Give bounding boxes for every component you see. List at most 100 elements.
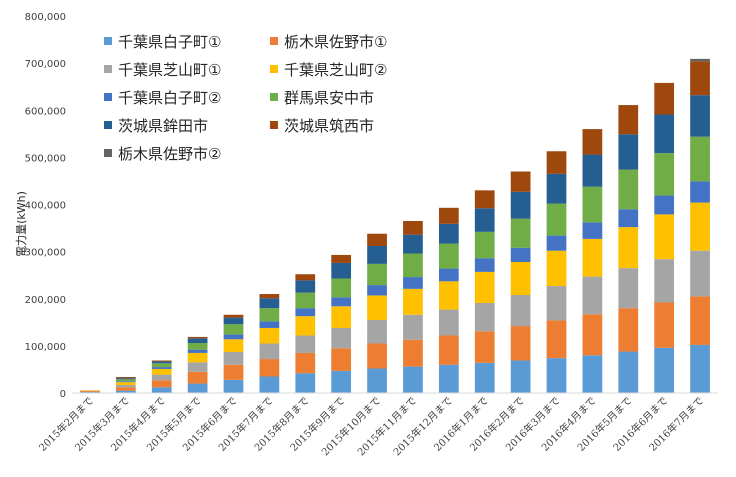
bar-segment: [295, 316, 316, 336]
y-tick-label: 100,000: [25, 342, 66, 353]
bar-segment: [259, 308, 280, 322]
bar-segment: [690, 58, 710, 62]
bar-segment: [438, 223, 459, 244]
bar-segment: [295, 280, 316, 293]
bar-segment: [223, 379, 244, 393]
bar-segment: [582, 222, 603, 239]
bars-group: [80, 58, 710, 393]
bar-segment: [690, 136, 710, 182]
bar-segment: [331, 297, 352, 307]
bar-segment: [510, 191, 531, 219]
bar-segment: [187, 336, 208, 339]
bar-segment: [80, 390, 100, 392]
bar-segment: [403, 253, 423, 278]
legend-swatch: [270, 65, 278, 73]
y-tick-label: 500,000: [25, 153, 66, 164]
bar-segment: [367, 368, 387, 393]
bar-segment: [367, 295, 387, 320]
bar-segment: [151, 387, 172, 393]
bar-segment: [187, 343, 208, 350]
legend-swatch: [270, 121, 278, 129]
bar-segment: [151, 380, 172, 388]
bar-segment: [546, 203, 567, 236]
legend-label: 千葉県芝山町②: [284, 61, 387, 79]
legend-label: 千葉県芝山町①: [118, 61, 221, 79]
bar-segment: [510, 360, 531, 393]
x-tick-label: 2015年10月まで: [319, 394, 383, 458]
bar-segment: [474, 331, 495, 363]
bar-segment: [546, 320, 567, 359]
bar-segment: [690, 61, 710, 96]
bar-segment: [367, 343, 387, 369]
bar-segment: [510, 247, 531, 262]
bar-segment: [187, 338, 208, 344]
x-tick-label: 2015年11月まで: [355, 394, 419, 458]
bar-segment: [438, 281, 459, 310]
bar-segment: [510, 326, 531, 361]
legend-swatch: [104, 37, 112, 45]
bar-segment: [295, 292, 316, 309]
bar-segment: [151, 368, 172, 375]
bar-segment: [654, 214, 675, 260]
bar-segment: [546, 151, 567, 174]
bar-segment: [259, 298, 280, 309]
bar-segment: [438, 364, 459, 393]
bar-segment: [151, 361, 172, 364]
bar-segment: [151, 374, 172, 381]
y-tick-label: 700,000: [25, 59, 66, 70]
bar-segment: [546, 173, 567, 204]
bar-segment: [654, 302, 675, 348]
bar-segment: [80, 391, 100, 393]
bar-segment: [582, 154, 603, 187]
legend-label: 茨城県鉾田市: [118, 117, 208, 135]
bar-segment: [151, 360, 172, 362]
legend-swatch: [104, 65, 112, 73]
bar-segment: [510, 171, 531, 192]
bar-segment: [582, 238, 603, 277]
bar-segment: [438, 335, 459, 365]
bar-segment: [187, 349, 208, 353]
legend-label: 千葉県白子町①: [118, 33, 221, 51]
bar-segment: [367, 233, 387, 246]
bar-segment: [367, 245, 387, 264]
bar-segment: [331, 278, 352, 298]
bar-segment: [331, 306, 352, 328]
bar-segment: [618, 209, 639, 228]
bar-segment: [115, 387, 136, 391]
bar-segment: [259, 359, 280, 377]
y-tick-label: 600,000: [25, 106, 66, 117]
bar-segment: [474, 362, 495, 393]
bar-segment: [438, 309, 459, 336]
bar-segment: [331, 254, 352, 263]
bar-segment: [474, 208, 495, 232]
legend-swatch: [104, 121, 112, 129]
bar-segment: [223, 314, 244, 318]
y-tick-label: 0: [60, 389, 66, 400]
bar-segment: [223, 334, 244, 340]
bar-segment: [510, 218, 531, 248]
bar-segment: [510, 294, 531, 327]
bar-segment: [223, 352, 244, 365]
bar-segment: [546, 358, 567, 393]
bar-segment: [618, 227, 639, 269]
bar-segment: [403, 220, 423, 235]
bar-segment: [474, 190, 495, 209]
bar-segment: [151, 363, 172, 368]
bar-segment: [690, 250, 710, 297]
bar-segment: [80, 390, 100, 391]
x-tick-label: 2015年12月まで: [390, 394, 454, 458]
bar-segment: [115, 377, 136, 379]
bar-segment: [403, 234, 423, 254]
bar-segment: [582, 129, 603, 155]
y-tick-label: 200,000: [25, 295, 66, 306]
bar-segment: [438, 268, 459, 282]
bar-segment: [295, 308, 316, 317]
bar-segment: [474, 231, 495, 259]
bar-segment: [295, 335, 316, 353]
legend-swatch: [270, 93, 278, 101]
bar-segment: [582, 186, 603, 223]
bar-segment: [331, 370, 352, 393]
bar-segment: [259, 343, 280, 360]
legend-label: 栃木県佐野市①: [284, 33, 387, 51]
